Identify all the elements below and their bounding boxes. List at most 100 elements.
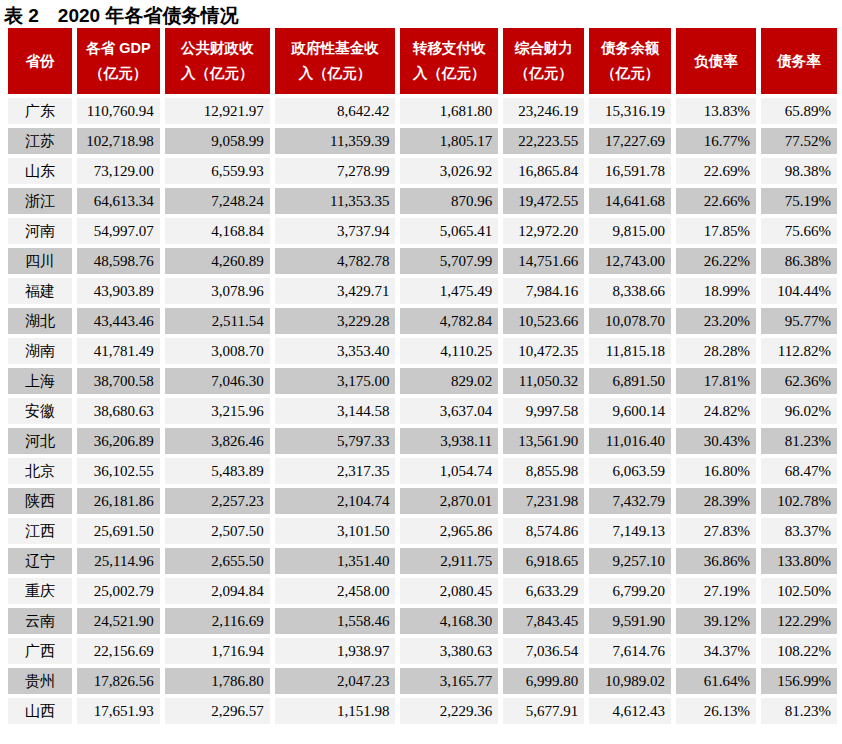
cell-province: 湖南 [8,338,72,364]
column-header-debt-balance: 债务余额 （亿元） [589,28,671,94]
cell-debt-ratio: 112.82% [761,338,837,364]
cell-province: 浙江 [8,188,72,214]
cell-gdp: 24,521.90 [77,608,160,634]
cell-gdp: 25,114.96 [77,548,160,574]
cell-public-finance-revenue: 12,921.97 [165,98,270,124]
cell-gdp: 36,102.55 [77,458,160,484]
cell-gdp: 54,997.07 [77,218,160,244]
cell-province: 北京 [8,458,72,484]
cell-debt-ratio: 65.89% [761,98,837,124]
cell-debt-ratio: 68.47% [761,458,837,484]
table-row: 安徽38,680.633,215.963,144.583,637.049,997… [8,398,837,424]
cell-debt-balance: 7,432.79 [589,488,671,514]
cell-gdp: 41,781.49 [77,338,160,364]
cell-debt-ratio: 133.80% [761,548,837,574]
table-row: 上海38,700.587,046.303,175.00829.0211,050.… [8,368,837,394]
cell-liability-ratio: 27.83% [676,518,756,544]
cell-debt-balance: 10,989.02 [589,668,671,694]
cell-gdp: 43,903.89 [77,278,160,304]
cell-transfer-payment-revenue: 2,870.01 [400,488,498,514]
cell-debt-balance: 14,641.68 [589,188,671,214]
column-header-province: 省份 [8,28,72,94]
cell-debt-balance: 15,316.19 [589,98,671,124]
cell-transfer-payment-revenue: 3,380.63 [400,638,498,664]
table-row: 湖南41,781.493,008.703,353.404,110.2510,47… [8,338,837,364]
table-row: 湖北43,443.462,511.543,229.284,782.8410,52… [8,308,837,334]
table-row: 山东73,129.006,559.937,278.993,026.9216,86… [8,158,837,184]
cell-transfer-payment-revenue: 2,229.36 [400,698,498,724]
cell-public-finance-revenue: 2,257.23 [165,488,270,514]
cell-transfer-payment-revenue: 5,065.41 [400,218,498,244]
cell-government-fund-revenue: 1,151.98 [275,698,396,724]
cell-transfer-payment-revenue: 2,965.86 [400,518,498,544]
cell-gdp: 102,718.98 [77,128,160,154]
cell-gdp: 26,181.86 [77,488,160,514]
table-row: 广西22,156.691,716.941,938.973,380.637,036… [8,638,837,664]
cell-debt-ratio: 86.38% [761,248,837,274]
cell-public-finance-revenue: 3,826.46 [165,428,270,454]
cell-debt-ratio: 75.19% [761,188,837,214]
cell-government-fund-revenue: 2,317.35 [275,458,396,484]
column-header-government-fund-revenue: 政府性基金收 入（亿元） [275,28,396,94]
cell-debt-ratio: 102.78% [761,488,837,514]
cell-debt-balance: 7,149.13 [589,518,671,544]
cell-public-finance-revenue: 3,078.96 [165,278,270,304]
cell-liability-ratio: 22.66% [676,188,756,214]
cell-province: 广东 [8,98,72,124]
cell-debt-ratio: 122.29% [761,608,837,634]
cell-transfer-payment-revenue: 4,782.84 [400,308,498,334]
cell-public-finance-revenue: 5,483.89 [165,458,270,484]
cell-debt-balance: 8,338.66 [589,278,671,304]
cell-liability-ratio: 26.22% [676,248,756,274]
cell-comprehensive-financial-strength: 8,855.98 [503,458,584,484]
cell-debt-balance: 6,063.59 [589,458,671,484]
cell-province: 山西 [8,698,72,724]
cell-debt-ratio: 102.50% [761,578,837,604]
cell-comprehensive-financial-strength: 13,561.90 [503,428,584,454]
column-header-gdp: 各省 GDP （亿元） [77,28,160,94]
table-row: 江西25,691.502,507.503,101.502,965.868,574… [8,518,837,544]
cell-transfer-payment-revenue: 4,110.25 [400,338,498,364]
cell-public-finance-revenue: 4,168.84 [165,218,270,244]
cell-debt-ratio: 77.52% [761,128,837,154]
cell-debt-ratio: 83.37% [761,518,837,544]
cell-debt-ratio: 75.66% [761,218,837,244]
table-row: 云南24,521.902,116.691,558.464,168.307,843… [8,608,837,634]
cell-debt-ratio: 156.99% [761,668,837,694]
table-row: 贵州17,826.561,786.802,047.233,165.776,999… [8,668,837,694]
cell-province: 湖北 [8,308,72,334]
cell-transfer-payment-revenue: 870.96 [400,188,498,214]
cell-liability-ratio: 17.85% [676,218,756,244]
cell-government-fund-revenue: 2,458.00 [275,578,396,604]
cell-province: 广西 [8,638,72,664]
cell-public-finance-revenue: 4,260.89 [165,248,270,274]
cell-government-fund-revenue: 1,558.46 [275,608,396,634]
table-row: 陕西26,181.862,257.232,104.742,870.017,231… [8,488,837,514]
cell-debt-ratio: 81.23% [761,698,837,724]
cell-liability-ratio: 16.80% [676,458,756,484]
cell-liability-ratio: 34.37% [676,638,756,664]
cell-province: 贵州 [8,668,72,694]
cell-debt-balance: 12,743.00 [589,248,671,274]
cell-gdp: 110,760.94 [77,98,160,124]
cell-debt-balance: 6,799.20 [589,578,671,604]
table-row: 河北36,206.893,826.465,797.333,938.1113,56… [8,428,837,454]
cell-debt-balance: 9,600.14 [589,398,671,424]
column-header-comprehensive-financial-strength: 综合财力 （亿元） [503,28,584,94]
cell-public-finance-revenue: 1,716.94 [165,638,270,664]
cell-province: 云南 [8,608,72,634]
cell-government-fund-revenue: 11,353.35 [275,188,396,214]
table-row: 山西17,651.932,296.571,151.982,229.365,677… [8,698,837,724]
cell-liability-ratio: 28.28% [676,338,756,364]
table-header: 省份各省 GDP （亿元）公共财政收 入（亿元）政府性基金收 入（亿元）转移支付… [8,28,837,94]
cell-province: 重庆 [8,578,72,604]
cell-public-finance-revenue: 2,116.69 [165,608,270,634]
table-row: 北京36,102.555,483.892,317.351,054.748,855… [8,458,837,484]
cell-province: 江苏 [8,128,72,154]
column-header-debt-ratio: 债务率 [761,28,837,94]
cell-comprehensive-financial-strength: 5,677.91 [503,698,584,724]
cell-transfer-payment-revenue: 1,475.49 [400,278,498,304]
cell-government-fund-revenue: 3,353.40 [275,338,396,364]
cell-comprehensive-financial-strength: 22,223.55 [503,128,584,154]
cell-debt-balance: 9,591.90 [589,608,671,634]
